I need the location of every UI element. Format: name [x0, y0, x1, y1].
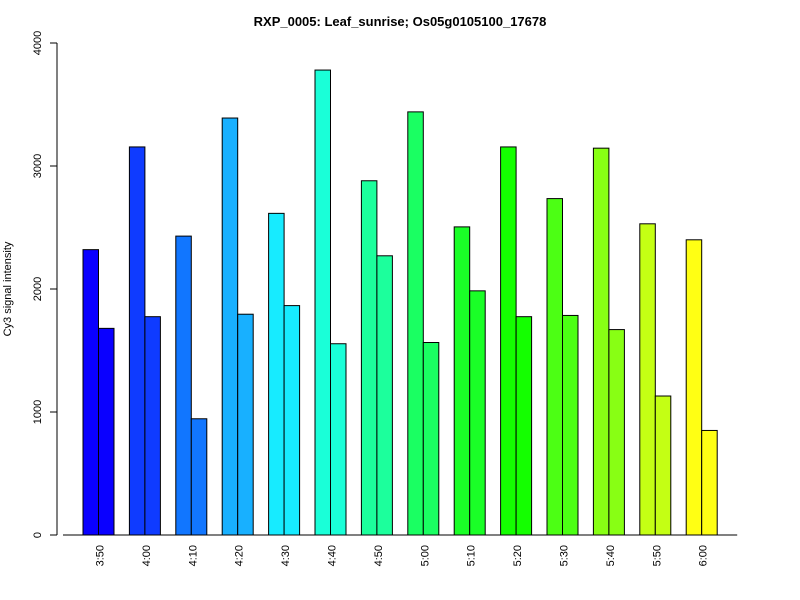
bar-510-1 [453, 226, 471, 536]
bar-500-2 [422, 342, 440, 536]
bar-500-1 [407, 111, 424, 536]
bar-530-1 [546, 198, 563, 536]
bar-420-1 [221, 117, 239, 536]
bar-600-2 [701, 429, 718, 536]
bar-350-1 [82, 249, 99, 536]
bar-550-1 [639, 223, 656, 536]
bar-540-1 [592, 147, 610, 536]
bar-450-1 [360, 180, 378, 536]
y-tick-label: 4000 [32, 31, 44, 55]
y-tick-label: 2000 [32, 277, 44, 301]
bar-600-1 [685, 239, 703, 536]
x-tick-label: 4:00 [141, 545, 153, 566]
y-tick-label: 3000 [32, 154, 44, 178]
x-tick-label: 3:50 [95, 545, 107, 566]
x-tick-label: 5:00 [419, 545, 431, 566]
bar-430-2 [283, 305, 301, 536]
bar-440-2 [330, 343, 347, 536]
y-axis: 0 1000 2000 3000 4000 [32, 31, 58, 538]
x-tick-label: 5:20 [512, 545, 524, 566]
bar-450-2 [376, 255, 393, 536]
y-tick-label: 0 [32, 532, 44, 538]
bar-440-1 [314, 69, 331, 536]
bar-350-2 [98, 327, 115, 536]
bar-410-1 [175, 235, 192, 536]
bar-520-1 [500, 146, 517, 536]
x-tick-label: 4:20 [234, 545, 246, 566]
x-tick-label: 6:00 [698, 545, 710, 566]
x-tick-label: 5:50 [651, 545, 663, 566]
x-axis: 3:50 4:00 4:10 4:20 4:30 4:40 4:50 5:00 5:10 5:20… [95, 545, 710, 566]
bar-520-2 [515, 316, 533, 536]
x-tick-label: 4:10 [187, 545, 199, 566]
y-tick-label: 1000 [32, 400, 44, 424]
chart-title: RXP_0005: Leaf_sunrise; Os05g0105100_176… [254, 14, 547, 29]
bar-400-1 [128, 146, 146, 536]
bar-540-2 [608, 329, 625, 536]
x-tick-label: 4:30 [280, 545, 292, 566]
bar-510-2 [469, 290, 486, 536]
x-tick-label: 5:10 [466, 545, 478, 566]
bar-400-2 [144, 316, 161, 536]
bars-group [82, 69, 718, 536]
x-tick-label: 4:40 [327, 545, 339, 566]
bar-430-1 [268, 212, 285, 536]
bar-410-2 [190, 418, 208, 536]
bar-420-2 [237, 313, 254, 536]
bar-550-2 [654, 395, 672, 536]
x-tick-label: 5:30 [559, 545, 571, 566]
x-tick-label: 5:40 [605, 545, 617, 566]
x-tick-label: 4:50 [373, 545, 385, 566]
y-axis-label: Cy3 signal intensity [2, 241, 14, 336]
bar-530-2 [562, 314, 579, 536]
